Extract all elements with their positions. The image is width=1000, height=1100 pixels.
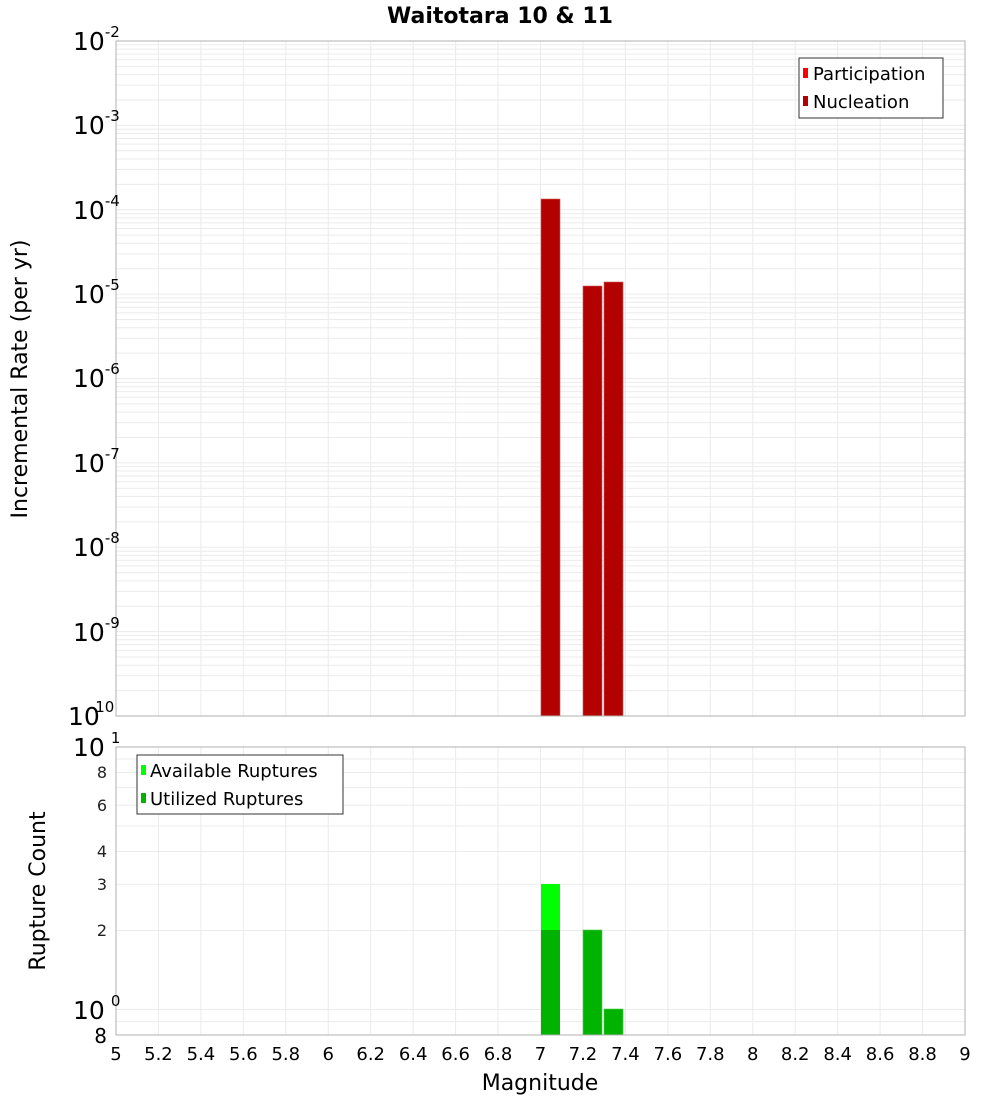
bottom-bars xyxy=(541,884,624,1036)
y-tick-4: 4 xyxy=(97,842,107,861)
utilized-swatch-icon xyxy=(141,793,146,803)
legend-available: Available Ruptures xyxy=(150,761,318,782)
participation-swatch-icon xyxy=(803,68,808,78)
x-tick-label: 6 xyxy=(323,1044,334,1065)
x-tick-label: 6.2 xyxy=(356,1044,385,1065)
x-tick-label: 5.6 xyxy=(229,1044,258,1065)
utilized-bar-7.35 xyxy=(603,1008,624,1036)
x-tick-label: 8 xyxy=(747,1044,758,1065)
y-tick-1e-10: 10-10 xyxy=(68,698,114,731)
nucleation-bar-7.25 xyxy=(582,285,603,717)
x-axis-label: Magnitude xyxy=(482,1071,599,1096)
x-tick-label: 6.8 xyxy=(484,1044,513,1065)
y-tick-1e-5: 10-5 xyxy=(73,276,120,309)
x-tick-label: 5.8 xyxy=(271,1044,300,1065)
x-tick-label: 8.2 xyxy=(781,1044,810,1065)
nucleation-bar-7.35 xyxy=(603,281,624,717)
y-tick-3: 3 xyxy=(97,875,107,894)
x-tick-label: 7.2 xyxy=(569,1044,598,1065)
x-tick-label: 8.6 xyxy=(866,1044,895,1065)
x-tick-label: 5 xyxy=(110,1044,121,1065)
bottom-grid xyxy=(116,747,965,1035)
x-axis-ticks: 5 5.2 5.4 5.6 5.8 6 6.2 6.4 6.6 6.8 7 7.2 7.4 7.6 7.8 8… xyxy=(110,1044,970,1065)
y-tick-10: 10 1 xyxy=(73,729,120,762)
y-tick-2: 2 xyxy=(97,921,107,940)
y-tick-1e-3: 10-3 xyxy=(73,107,120,140)
legend-nucleation: Nucleation xyxy=(813,92,909,113)
nucleation-swatch-icon xyxy=(803,96,808,106)
x-tick-label: 8.8 xyxy=(908,1044,937,1065)
available-swatch-icon xyxy=(141,765,146,775)
top-y-axis-label: Incremental Rate (per yr) xyxy=(8,240,33,519)
y-tick-1e-7: 10-7 xyxy=(73,445,120,478)
bottom-plot-frame xyxy=(115,746,966,1036)
y-tick-1e-2: 10-2 xyxy=(73,23,120,56)
x-tick-label: 6.4 xyxy=(399,1044,428,1065)
top-legend: Participation Nucleation xyxy=(798,57,944,119)
y-tick-1e-4: 10-4 xyxy=(73,192,120,225)
y-tick-0.8: 8 xyxy=(94,1024,107,1048)
nucleation-bar-7.05 xyxy=(540,198,561,717)
legend-utilized: Utilized Ruptures xyxy=(150,789,303,810)
legend-participation: Participation xyxy=(813,64,925,85)
top-plot-frame xyxy=(115,40,966,717)
bottom-legend: Available Ruptures Utilized Ruptures xyxy=(136,754,344,815)
bottom-plot: Available Ruptures Utilized Ruptures 10 1… xyxy=(26,729,966,1048)
x-tick-label: 7.4 xyxy=(611,1044,640,1065)
chart-title: Waitotara 10 & 11 xyxy=(387,4,613,29)
y-tick-1: 10 0 xyxy=(73,992,120,1025)
y-tick-8-upper: 8 xyxy=(97,763,107,782)
utilized-bar-7.05 xyxy=(541,930,560,1035)
x-tick-label: 8.4 xyxy=(823,1044,852,1065)
top-y-axis-labels: 10-2 10-3 10-4 10-5 10-6 10-7 10-8 10-9 … xyxy=(68,23,120,731)
x-tick-label: 7 xyxy=(535,1044,546,1065)
y-tick-1e-8: 10-8 xyxy=(73,529,120,562)
x-tick-label: 9 xyxy=(959,1044,970,1065)
y-tick-6: 6 xyxy=(97,796,107,815)
top-legend-box xyxy=(798,57,944,119)
bottom-y-axis-label: Rupture Count xyxy=(26,811,51,971)
x-tick-label: 6.6 xyxy=(441,1044,470,1065)
bottom-y-axis-labels: 10 1 8 6 4 3 2 10 0 8 xyxy=(73,729,120,1048)
utilized-bar-7.25 xyxy=(582,929,603,1036)
top-plot: Participation Nucleation 10-2 10-3 10-4 … xyxy=(8,23,966,731)
y-tick-1e-6: 10-6 xyxy=(73,360,120,393)
x-tick-label: 7.8 xyxy=(696,1044,725,1065)
x-tick-label: 5.4 xyxy=(187,1044,216,1065)
x-tick-label: 7.6 xyxy=(654,1044,683,1065)
y-tick-1e-9: 10-9 xyxy=(73,614,120,647)
x-tick-label: 5.2 xyxy=(144,1044,173,1065)
bottom-legend-box xyxy=(136,754,344,815)
top-grid xyxy=(116,41,965,717)
